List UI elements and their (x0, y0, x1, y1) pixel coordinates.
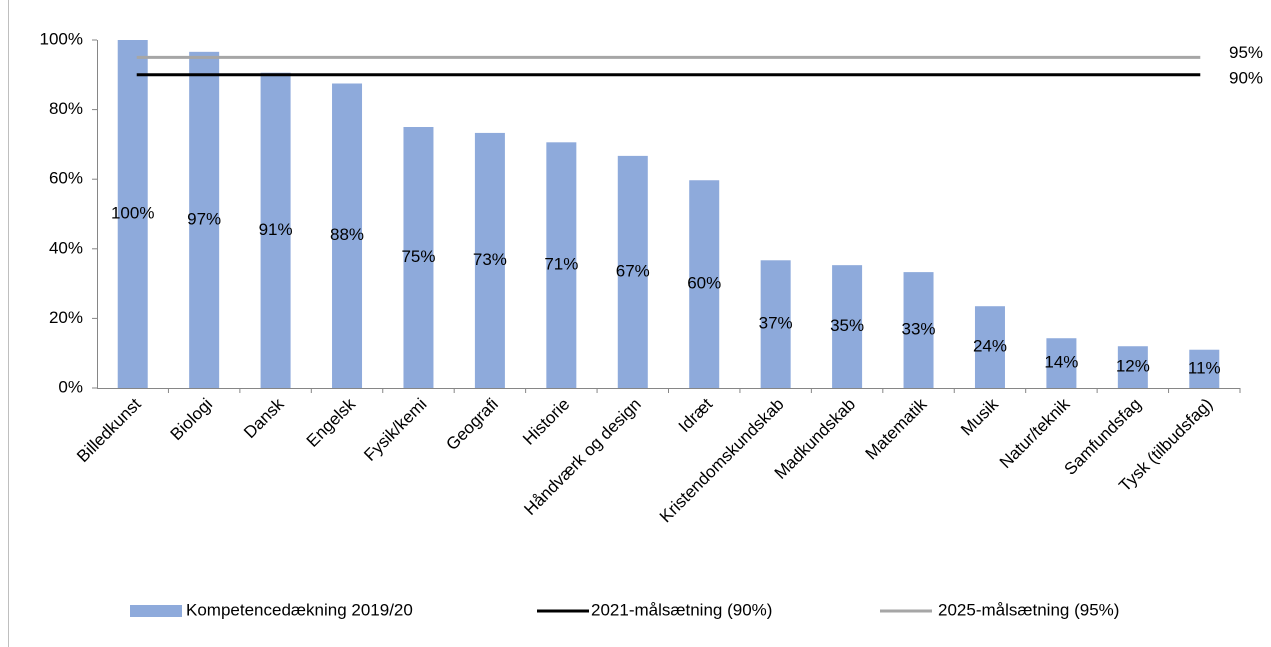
bar (1189, 349, 1220, 388)
x-tick-label: Historie (519, 395, 573, 449)
y-tick-label: 100% (40, 29, 83, 48)
bar (403, 127, 434, 388)
x-tick-label: Idræt (675, 394, 717, 436)
data-label: 73% (473, 250, 507, 269)
data-label: 100% (111, 203, 154, 222)
bar (1046, 338, 1077, 388)
y-tick-label: 20% (49, 308, 83, 327)
data-label: 37% (759, 314, 793, 333)
data-label: 14% (1044, 353, 1078, 372)
x-tick-label: Geografi (442, 395, 502, 455)
bar (832, 265, 863, 388)
y-tick-label: 0% (58, 377, 83, 396)
legend-label: 2025-målsætning (95%) (938, 600, 1119, 619)
legend-swatch (130, 605, 182, 617)
x-tick-label: Billedkunst (73, 394, 145, 466)
bar (974, 306, 1005, 388)
data-label: 24% (973, 337, 1007, 356)
x-tick-label: Musik (957, 394, 1002, 439)
line-label: 95% (1229, 43, 1263, 62)
bar (189, 51, 220, 388)
x-tick-label: Kristendomskundskab (656, 395, 788, 527)
x-tick-label: Dansk (240, 394, 288, 442)
data-label: 12% (1116, 357, 1150, 376)
bar (474, 132, 505, 388)
x-tick-label: Natur/teknik (996, 394, 1074, 472)
data-label: 60% (687, 274, 721, 293)
bar (760, 260, 791, 388)
y-tick-label: 80% (49, 99, 83, 118)
data-label: 97% (187, 209, 221, 228)
x-tick-label: Fysik/kemi (360, 395, 430, 465)
data-label: 67% (616, 261, 650, 280)
legend-label: 2021-målsætning (90%) (591, 600, 772, 619)
data-label: 33% (902, 320, 936, 339)
bar (903, 272, 934, 388)
legend-label: Kompetencedækning 2019/20 (186, 600, 413, 619)
line-label: 90% (1229, 68, 1263, 87)
x-tick-label: Matematik (862, 394, 931, 463)
data-label: 91% (259, 220, 293, 239)
bar (617, 155, 648, 388)
data-label: 75% (401, 247, 435, 266)
y-tick-label: 60% (49, 169, 83, 188)
x-tick-label: Håndværk og design (520, 395, 644, 519)
y-tick-label: 40% (49, 238, 83, 257)
data-label: 88% (330, 225, 364, 244)
data-label: 71% (544, 255, 578, 274)
data-label: 35% (830, 316, 864, 335)
bar (546, 142, 577, 388)
x-tick-label: Engelsk (303, 394, 360, 451)
x-tick-label: Biologi (167, 395, 217, 445)
data-label: 11% (1188, 358, 1221, 377)
bar (260, 72, 291, 388)
bar (689, 180, 720, 388)
bar (1117, 346, 1148, 388)
bar (117, 40, 148, 388)
bar (332, 83, 363, 388)
